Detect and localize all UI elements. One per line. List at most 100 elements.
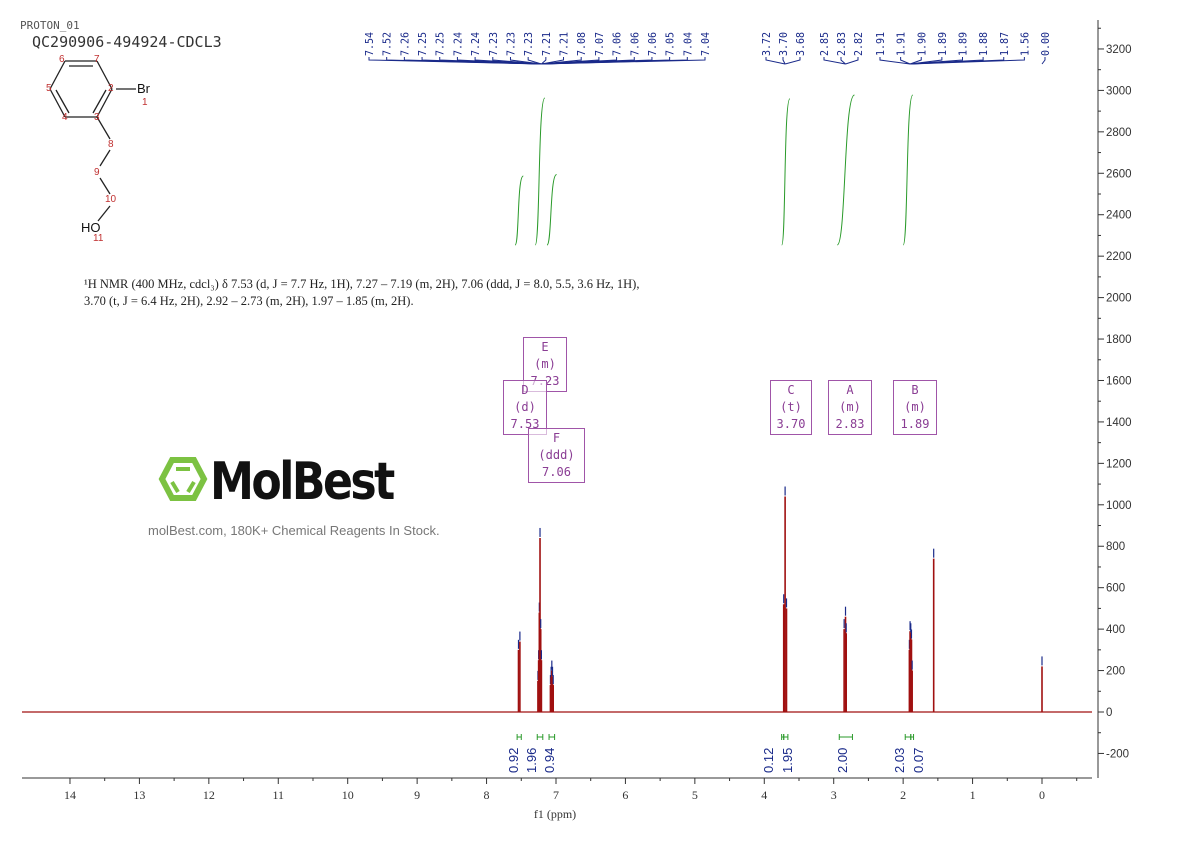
atom-number: 2	[108, 83, 114, 94]
x-tick-label: 4	[761, 788, 767, 802]
peak-label: 1.56	[1018, 32, 1031, 56]
nmr-description: ¹H NMR (400 MHz, cdcl₃) δ 7.53 (d, J = 7…	[84, 277, 640, 308]
peak-label: 7.06	[611, 32, 624, 56]
multiplet-type: m	[846, 400, 854, 414]
peak-label: 7.24	[469, 32, 482, 56]
peak-label: 0.00	[1039, 32, 1052, 56]
x-tick-label: 9	[414, 788, 420, 802]
integral-curve	[514, 175, 524, 246]
peak-label: 7.52	[381, 32, 394, 56]
peak-label-leader	[840, 57, 846, 65]
integral-curve	[781, 98, 791, 246]
sample-id: QC290906-494924-CDCL3	[32, 33, 222, 51]
peak-label-leader	[509, 57, 542, 65]
peak-label: 3.68	[794, 32, 807, 56]
integral-value: 1.96	[524, 748, 539, 773]
atom-number: 3	[94, 112, 100, 123]
peak-label: 7.04	[699, 32, 712, 56]
peak-label-leader	[527, 57, 542, 65]
x-tick-label: 10	[342, 788, 354, 802]
atom-number: 9	[94, 167, 100, 178]
y-tick-label: 1800	[1106, 334, 1132, 346]
peak-label: 7.08	[575, 32, 588, 56]
y-tick-label: 400	[1106, 624, 1125, 636]
y-tick-label: 2600	[1106, 168, 1132, 180]
hydroxyl-label: HO	[81, 220, 101, 235]
peak-label: 7.24	[451, 32, 464, 56]
y-tick-label: 1200	[1106, 458, 1132, 470]
multiplet-type: m	[541, 357, 549, 371]
multiplet-id: F	[552, 431, 561, 445]
chemical-structure	[49, 60, 136, 222]
multiplet-box-d: D (d) 7.53	[503, 380, 547, 435]
integral-curve	[534, 97, 546, 246]
multiplet-id: A	[846, 383, 854, 397]
multiplet-box-a: A (m) 2.83	[828, 380, 872, 435]
peak-label-leader	[782, 57, 786, 65]
integral-curve	[902, 94, 914, 246]
peak-label: 1.90	[915, 32, 928, 56]
integral-value: 1.95	[780, 748, 795, 773]
multiplet-type: t	[787, 400, 795, 414]
integral-curve	[836, 94, 855, 246]
x-tick-label: 14	[64, 788, 76, 802]
peak-label-leader	[910, 57, 943, 65]
y-tick-label: 2000	[1106, 293, 1132, 305]
peak-label-leader	[784, 57, 801, 65]
peak-label: 2.83	[835, 32, 848, 56]
peak-label: 7.23	[487, 32, 500, 56]
peak-label: 7.07	[593, 32, 606, 56]
peak-label-leader	[910, 57, 1025, 65]
y-tick-label: 1600	[1106, 375, 1132, 387]
multiplet-id: C	[787, 383, 795, 397]
multiplet-box-c: C (t) 3.70	[770, 380, 812, 435]
peak-label: 1.87	[998, 32, 1011, 56]
y-tick-label: 1000	[1106, 500, 1132, 512]
multiplet-id: E	[541, 340, 549, 354]
integral-value: 0.92	[506, 748, 521, 773]
peak-label: 7.54	[363, 32, 376, 56]
peak-label: 1.91	[874, 32, 887, 56]
experiment-name: PROTON_01	[20, 19, 80, 32]
multiplet-box-b: B (m) 1.89	[893, 380, 937, 435]
watermark-logo: MolBest	[210, 452, 395, 512]
peak-label: 1.88	[977, 32, 990, 56]
peak-label: 7.21	[558, 32, 571, 56]
peak-label: 7.25	[434, 32, 447, 56]
peak-label-leader	[900, 57, 911, 65]
x-tick-label: 8	[484, 788, 490, 802]
x-tick-label: 1	[970, 788, 976, 802]
peak-label: 3.72	[760, 32, 773, 56]
y-tick-label: 2200	[1106, 251, 1132, 263]
x-tick-label: 3	[831, 788, 837, 802]
multiplet-box-f: F (ddd) 7.06	[528, 428, 585, 483]
integral-value: 0.94	[542, 748, 557, 773]
x-tick-label: 12	[203, 788, 215, 802]
x-tick-label: 5	[692, 788, 698, 802]
peak-label: 7.23	[522, 32, 535, 56]
multiplet-shift: 7.53	[510, 417, 540, 431]
multiplet-shift: 7.06	[542, 465, 571, 479]
y-tick-label: 3200	[1106, 44, 1132, 56]
y-tick-label: -200	[1106, 748, 1129, 760]
peak-label: 2.85	[818, 32, 831, 56]
multiplet-id: B	[911, 383, 919, 397]
multiplet-shift: 1.89	[900, 417, 930, 431]
bromine-label: Br	[137, 81, 150, 96]
multiplet-type: m	[911, 400, 919, 414]
atom-number: 11	[93, 233, 104, 244]
x-tick-label: 11	[272, 788, 284, 802]
atom-number: 10	[105, 194, 117, 205]
integral-value: 0.12	[761, 748, 776, 773]
peak-label: 2.82	[852, 32, 865, 56]
multiplet-type: ddd	[545, 448, 568, 462]
x-tick-label: 2	[900, 788, 906, 802]
integral-curve	[546, 174, 558, 246]
y-tick-label: 200	[1106, 666, 1125, 678]
atom-number: 7	[94, 54, 100, 65]
y-tick-label: 1400	[1106, 417, 1132, 429]
peak-label: 1.89	[936, 32, 949, 56]
peak-label-leader	[1041, 57, 1046, 65]
x-tick-label: 6	[622, 788, 628, 802]
